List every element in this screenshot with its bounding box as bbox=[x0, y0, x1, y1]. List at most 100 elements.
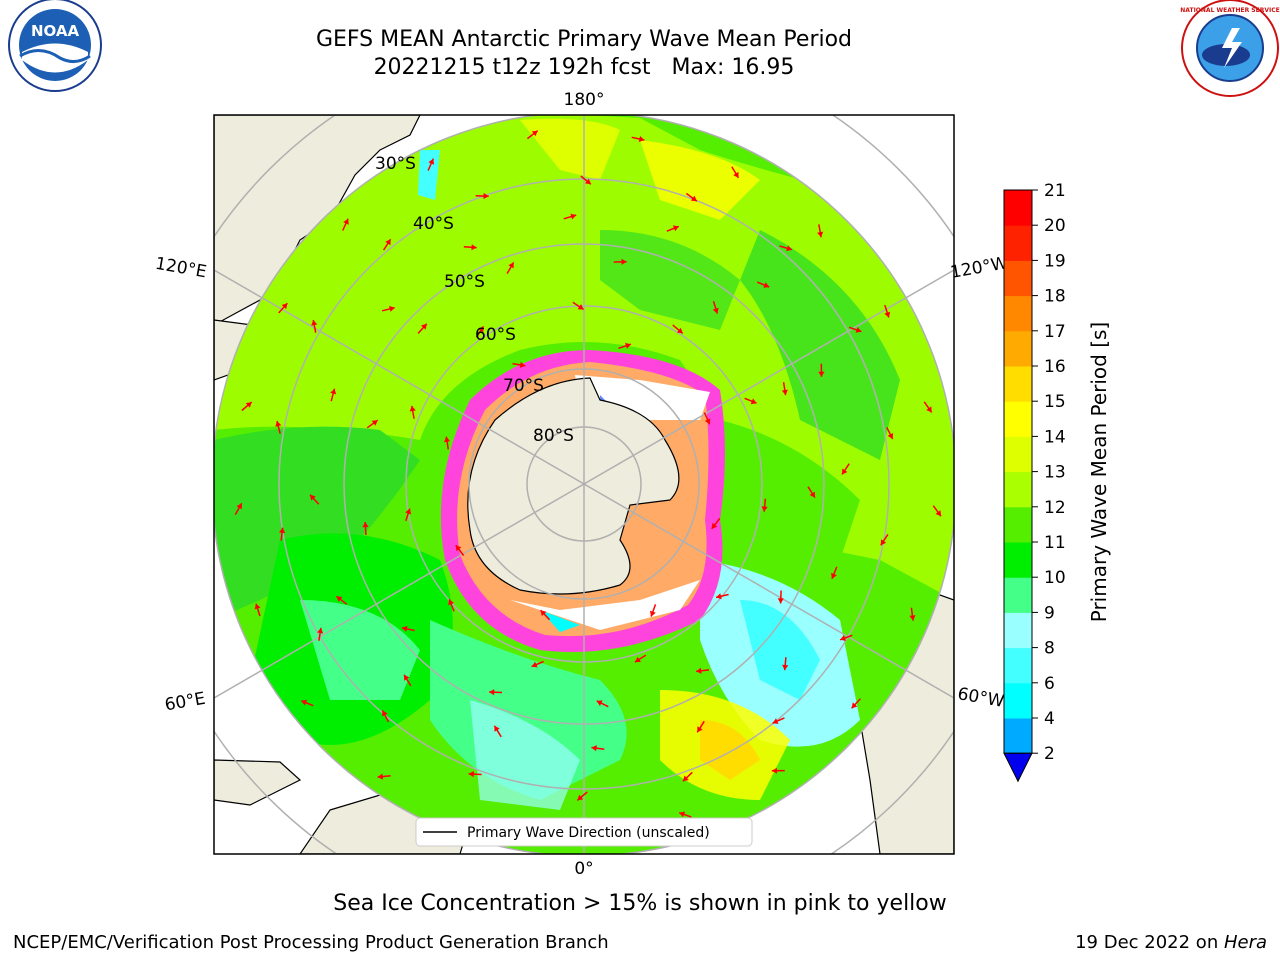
colorbar-tick-label: 13 bbox=[1044, 463, 1066, 483]
wave-arrow-head bbox=[254, 603, 261, 610]
wave-arrow-head bbox=[697, 726, 703, 733]
wave-arrow-head bbox=[301, 699, 308, 706]
wave-arrow-head bbox=[409, 405, 416, 412]
wave-arrow-head bbox=[777, 598, 784, 604]
lat-label-80s: 80°S bbox=[533, 426, 574, 446]
lon-label-0: 0° bbox=[574, 859, 593, 879]
colorbar-segment bbox=[1004, 225, 1032, 261]
wave-arrow-head bbox=[531, 661, 538, 668]
wave-arrow-head bbox=[428, 158, 435, 165]
colorbar-tick-label: 9 bbox=[1044, 603, 1055, 623]
wave-arrow-head bbox=[763, 282, 770, 288]
colorbar-segment bbox=[1004, 330, 1032, 367]
lon-label-60e: 60°E bbox=[163, 689, 207, 716]
wave-arrow-head bbox=[855, 327, 862, 333]
colorbar-tick-label: 15 bbox=[1044, 392, 1066, 412]
wave-arrow-head bbox=[330, 388, 337, 395]
wave-arrow-head bbox=[508, 262, 514, 269]
colorbar-tick-label: 12 bbox=[1044, 498, 1066, 518]
wave-period-field bbox=[214, 115, 954, 810]
wave-arrow-head bbox=[696, 667, 702, 674]
colorbar-segment bbox=[1004, 506, 1032, 543]
wave-arrow-head bbox=[404, 674, 410, 681]
wave-arrow-head bbox=[236, 503, 242, 510]
wave-arrow-head bbox=[842, 468, 848, 475]
wave-arrow-head bbox=[679, 811, 686, 818]
wave-arrow-head bbox=[389, 305, 395, 312]
colorbar-segment bbox=[1004, 542, 1032, 578]
colorbar-tick-label: 8 bbox=[1044, 639, 1055, 659]
wave-arrow-head bbox=[672, 225, 679, 232]
colorbar-tick-label: 14 bbox=[1044, 427, 1066, 447]
wave-arrow-head bbox=[761, 506, 768, 512]
wave-arrow-head bbox=[531, 130, 538, 137]
noaa-logo-text: NOAA bbox=[31, 22, 80, 40]
graticule bbox=[214, 115, 954, 854]
wave-arrow-head bbox=[638, 136, 645, 142]
antarctica-continent bbox=[467, 377, 680, 595]
wave-arrow-head bbox=[362, 522, 369, 528]
lon-label-120w: 120°W bbox=[949, 253, 1010, 283]
wave-arrow-head bbox=[840, 635, 846, 641]
wave-arrow-head bbox=[577, 794, 584, 801]
wave-direction-arrows bbox=[234, 130, 942, 836]
colorbar-segment bbox=[1004, 436, 1032, 473]
noaa-logo: NOAA bbox=[8, 0, 102, 92]
wave-arrow-head bbox=[704, 418, 711, 425]
colorbar-tick-label: 4 bbox=[1044, 709, 1055, 729]
wave-arrow-head bbox=[468, 771, 474, 778]
wave-arrow-head bbox=[275, 421, 282, 427]
wave-arrow-head bbox=[786, 245, 792, 252]
wave-arrow-head bbox=[494, 725, 500, 732]
colorbar-segment bbox=[1004, 718, 1032, 754]
credit-date: 19 Dec 2022 on Hera bbox=[1075, 932, 1267, 953]
lat-label-30s: 30°S bbox=[375, 154, 416, 174]
colorbar-segment bbox=[1004, 295, 1032, 332]
wave-arrow-head bbox=[371, 420, 378, 426]
wave-arrow-head bbox=[750, 398, 757, 405]
wave-arrow-head bbox=[377, 773, 384, 780]
wave-arrow-head bbox=[385, 239, 391, 246]
colorbar-label: Primary Wave Mean Period [s] bbox=[1087, 322, 1111, 623]
colorbar-segment bbox=[1004, 190, 1032, 226]
wave-arrow-head bbox=[880, 539, 887, 546]
wave-arrow-head bbox=[781, 389, 788, 396]
colorbar-segment bbox=[1004, 401, 1032, 437]
wave-arrow-head bbox=[279, 527, 286, 534]
wave-arrow-head bbox=[716, 593, 722, 600]
wave-arrow-head bbox=[591, 745, 597, 752]
wave-arrow-head bbox=[676, 327, 683, 334]
map-frame bbox=[213, 114, 955, 855]
wave-arrow-head bbox=[682, 775, 689, 782]
colorbar-segment bbox=[1004, 366, 1032, 402]
wave-arrow-head bbox=[570, 213, 577, 220]
wave-arrow-head bbox=[311, 320, 318, 326]
lon-label-180: 180° bbox=[564, 90, 605, 110]
wave-arrow-head bbox=[625, 342, 631, 349]
wave-arrow-head bbox=[444, 436, 451, 443]
lat-label-40s: 40°S bbox=[413, 214, 454, 234]
colorbar-segment bbox=[1004, 647, 1032, 684]
wave-arrow-head bbox=[909, 615, 916, 621]
chart-title: GEFS MEAN Antarctic Primary Wave Mean Pe… bbox=[315, 27, 853, 52]
wave-arrow-head bbox=[634, 656, 641, 663]
wave-arrow-head bbox=[489, 689, 495, 696]
colorbar-tick-label: 18 bbox=[1044, 287, 1066, 307]
wave-arrow-head bbox=[851, 702, 858, 709]
wave-arrow-head bbox=[421, 323, 427, 330]
wave-arrow-head bbox=[245, 402, 252, 408]
wave-arrow-head bbox=[577, 304, 584, 310]
wave-arrow-head bbox=[650, 610, 656, 617]
wave-arrow-head bbox=[471, 244, 477, 251]
credit-machine: Hera bbox=[1223, 932, 1267, 953]
credit-organization: NCEP/EMC/Verification Post Processing Pr… bbox=[13, 932, 609, 953]
lon-label-60w: 60°W bbox=[956, 684, 1006, 712]
wave-arrow-head bbox=[884, 311, 891, 318]
wave-arrow-head bbox=[519, 361, 526, 368]
nws-logo: NATIONAL WEATHER SERVICE bbox=[1180, 0, 1280, 97]
wave-arrow-head bbox=[772, 718, 779, 724]
lat-label-70s: 70°S bbox=[503, 376, 544, 396]
colorbar-segment bbox=[1004, 612, 1032, 649]
wave-arrow-head bbox=[382, 710, 388, 717]
